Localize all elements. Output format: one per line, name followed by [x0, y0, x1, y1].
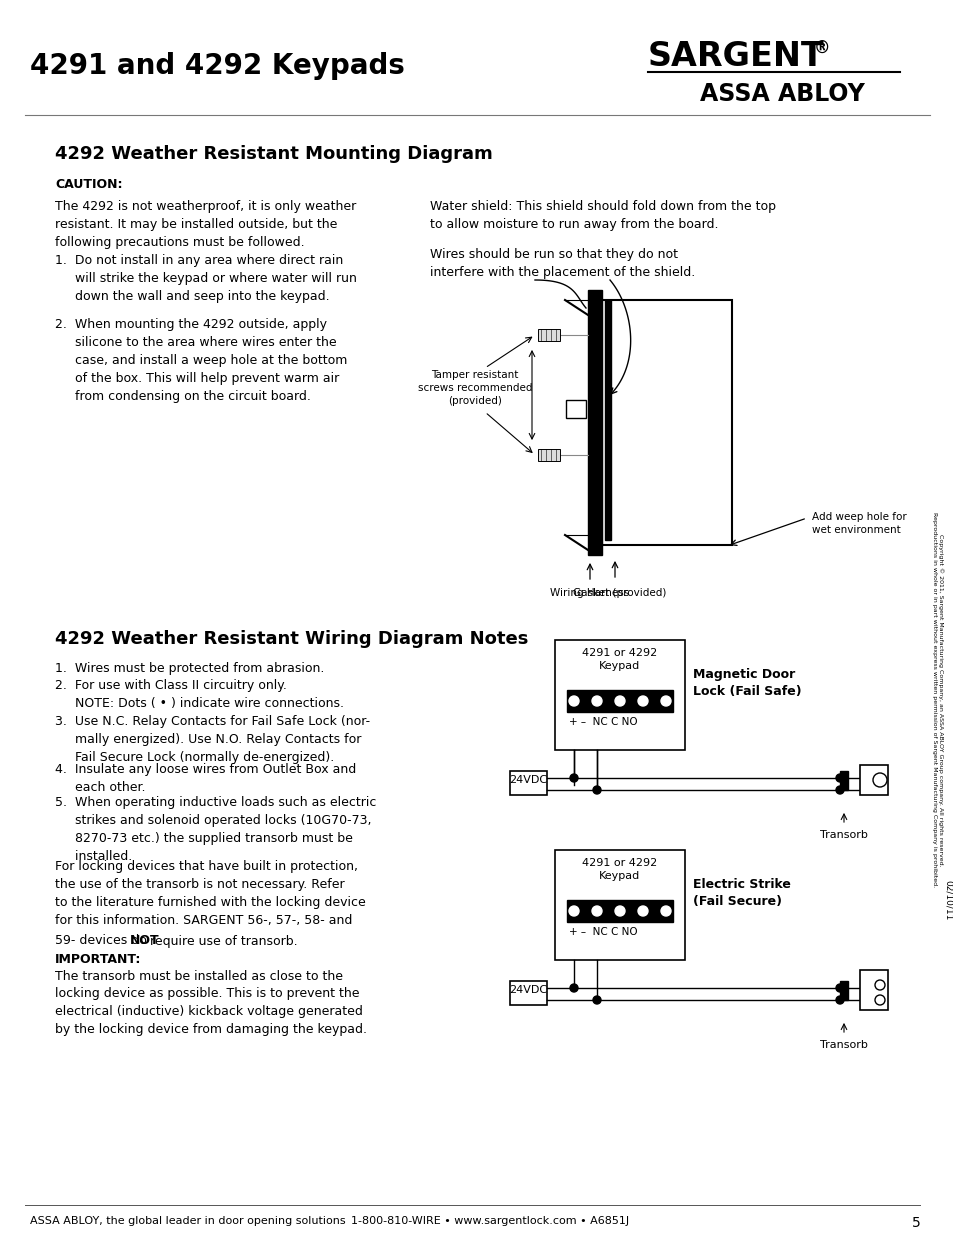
Text: Transorb: Transorb — [820, 830, 867, 840]
Text: 4.  Insulate any loose wires from Outlet Box and
     each other.: 4. Insulate any loose wires from Outlet … — [55, 763, 355, 794]
Text: 59- devices do: 59- devices do — [55, 935, 151, 947]
Text: 4292 Weather Resistant Mounting Diagram: 4292 Weather Resistant Mounting Diagram — [55, 144, 493, 163]
Text: 1-800-810-WIRE • www.sargentlock.com • A6851J: 1-800-810-WIRE • www.sargentlock.com • A… — [351, 1216, 628, 1226]
Text: 3.  Use N.C. Relay Contacts for Fail Safe Lock (nor-
     mally energized). Use : 3. Use N.C. Relay Contacts for Fail Safe… — [55, 715, 370, 764]
Circle shape — [638, 906, 647, 916]
Circle shape — [835, 995, 843, 1004]
Circle shape — [593, 995, 600, 1004]
Bar — [604, 300, 610, 540]
Bar — [840, 981, 847, 1000]
Text: 2.  When mounting the 4292 outside, apply
     silicone to the area where wires : 2. When mounting the 4292 outside, apply… — [55, 317, 347, 403]
Text: Transorb: Transorb — [820, 1040, 867, 1050]
Text: 4291 and 4292 Keypads: 4291 and 4292 Keypads — [30, 52, 404, 80]
Text: 1.  Wires must be protected from abrasion.: 1. Wires must be protected from abrasion… — [55, 662, 324, 676]
Circle shape — [660, 697, 670, 706]
Circle shape — [568, 906, 578, 916]
Text: 02/10/11: 02/10/11 — [943, 879, 951, 920]
Circle shape — [872, 773, 886, 787]
Text: For locking devices that have built in protection,
the use of the transorb is no: For locking devices that have built in p… — [55, 860, 365, 927]
Circle shape — [835, 774, 843, 782]
Bar — [587, 290, 601, 555]
Circle shape — [615, 906, 624, 916]
Bar — [565, 400, 585, 417]
Text: NOTE: Dots ( • ) indicate wire connections.: NOTE: Dots ( • ) indicate wire connectio… — [55, 697, 344, 710]
Text: + –  NC C NO: + – NC C NO — [568, 718, 637, 727]
Text: 2.  For use with Class II circuitry only.: 2. For use with Class II circuitry only. — [55, 678, 287, 692]
Text: require use of transorb.: require use of transorb. — [147, 935, 297, 947]
Circle shape — [660, 906, 670, 916]
Text: Gasket (provided): Gasket (provided) — [573, 588, 666, 598]
Text: 4291 or 4292
Keypad: 4291 or 4292 Keypad — [581, 648, 657, 671]
Bar — [859, 764, 887, 795]
Circle shape — [835, 785, 843, 794]
Bar — [601, 300, 731, 545]
Text: Magnetic Door
Lock (Fail Safe): Magnetic Door Lock (Fail Safe) — [692, 668, 801, 698]
Bar — [566, 900, 672, 923]
Text: 5: 5 — [911, 1216, 920, 1230]
Circle shape — [638, 697, 647, 706]
Bar — [859, 969, 887, 1010]
Circle shape — [568, 697, 578, 706]
Text: 5.  When operating inductive loads such as electric
     strikes and solenoid op: 5. When operating inductive loads such a… — [55, 797, 376, 863]
Text: ASSA ABLOY, the global leader in door opening solutions: ASSA ABLOY, the global leader in door op… — [30, 1216, 345, 1226]
Text: IMPORTANT:: IMPORTANT: — [55, 953, 141, 966]
Text: 1.  Do not install in any area where direct rain
     will strike the keypad or : 1. Do not install in any area where dire… — [55, 254, 356, 303]
Text: SARGENT: SARGENT — [647, 40, 823, 73]
Text: Copyright © 2011, Sargent Manufacturing Company, an ASSA ABLOY Group company. Al: Copyright © 2011, Sargent Manufacturing … — [931, 513, 943, 888]
Text: ®: ® — [813, 40, 830, 58]
Bar — [555, 640, 684, 750]
Text: 4292 Weather Resistant Wiring Diagram Notes: 4292 Weather Resistant Wiring Diagram No… — [55, 630, 528, 648]
Text: NOT: NOT — [130, 935, 159, 947]
Text: + –  NC C NO: + – NC C NO — [568, 927, 637, 937]
Text: Wires should be run so that they do not
interfere with the placement of the shie: Wires should be run so that they do not … — [430, 248, 695, 279]
Text: 24VDC: 24VDC — [509, 986, 547, 995]
Circle shape — [592, 697, 601, 706]
Bar — [537, 450, 559, 461]
Circle shape — [593, 785, 600, 794]
Text: 4291 or 4292
Keypad: 4291 or 4292 Keypad — [581, 858, 657, 882]
Bar — [510, 771, 546, 795]
Text: Electric Strike
(Fail Secure): Electric Strike (Fail Secure) — [692, 878, 790, 908]
Bar — [510, 981, 546, 1005]
Text: Water shield: This shield should fold down from the top
to allow moisture to run: Water shield: This shield should fold do… — [430, 200, 775, 231]
Circle shape — [874, 995, 884, 1005]
Circle shape — [569, 984, 578, 992]
Circle shape — [569, 774, 578, 782]
Bar — [840, 771, 847, 790]
Text: The transorb must be installed as close to the
locking device as possible. This : The transorb must be installed as close … — [55, 969, 367, 1036]
Text: CAUTION:: CAUTION: — [55, 178, 122, 191]
Circle shape — [874, 981, 884, 990]
Text: Tamper resistant
screws recommended
(provided): Tamper resistant screws recommended (pro… — [417, 370, 532, 406]
Text: 24VDC: 24VDC — [509, 776, 547, 785]
Circle shape — [615, 697, 624, 706]
Text: ASSA ABLOY: ASSA ABLOY — [700, 82, 864, 106]
Circle shape — [592, 906, 601, 916]
Bar — [555, 850, 684, 960]
Text: The 4292 is not weatherproof, it is only weather
resistant. It may be installed : The 4292 is not weatherproof, it is only… — [55, 200, 355, 249]
Bar — [537, 329, 559, 341]
Bar — [566, 690, 672, 713]
Circle shape — [835, 984, 843, 992]
Text: Add weep hole for
wet environment: Add weep hole for wet environment — [811, 513, 905, 535]
Text: Wiring Harness: Wiring Harness — [550, 588, 629, 598]
